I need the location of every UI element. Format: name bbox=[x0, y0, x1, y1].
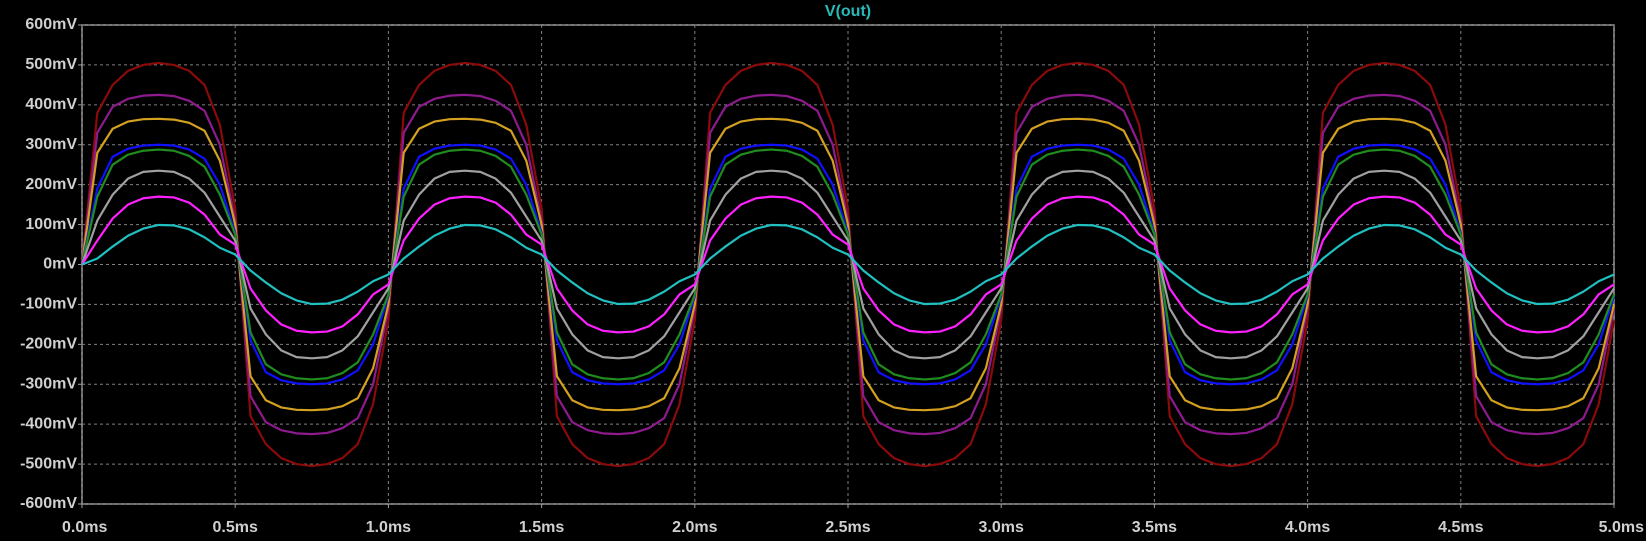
trace bbox=[80, 148, 1616, 381]
y-tick-label: 400mV bbox=[25, 96, 77, 113]
y-tick-label: -200mV bbox=[20, 336, 77, 353]
y-tick-label: 100mV bbox=[25, 216, 77, 233]
y-tick-label: -300mV bbox=[20, 375, 77, 392]
y-tick-label: -100mV bbox=[20, 296, 77, 313]
trace bbox=[81, 195, 1615, 334]
x-tick-label: 3.5ms bbox=[1132, 519, 1177, 536]
x-tick-label: 4.0ms bbox=[1285, 519, 1330, 536]
x-tick-label: 1.0ms bbox=[366, 519, 411, 536]
x-tick-label: 2.5ms bbox=[825, 519, 870, 536]
x-tick-label: 0.5ms bbox=[213, 519, 258, 536]
plot-title: V(out) bbox=[825, 3, 871, 20]
y-tick-label: -400mV bbox=[20, 415, 77, 432]
trace bbox=[80, 117, 1616, 412]
y-tick-label: 0mV bbox=[43, 256, 77, 273]
x-tick-label: 2.0ms bbox=[672, 519, 717, 536]
x-tick-label: 4.5ms bbox=[1438, 519, 1483, 536]
x-tick-label: 5.0ms bbox=[1599, 519, 1644, 536]
y-tick-label: 300mV bbox=[25, 136, 77, 153]
y-tick-label: 600mV bbox=[25, 16, 77, 33]
x-tick-label: 0.0ms bbox=[62, 519, 107, 536]
y-tick-label: -600mV bbox=[20, 495, 77, 512]
trace bbox=[80, 169, 1615, 360]
trace bbox=[81, 223, 1615, 306]
trace bbox=[80, 61, 1616, 468]
y-tick-label: 500mV bbox=[25, 56, 77, 73]
y-tick-label: -500mV bbox=[20, 455, 77, 472]
y-tick-label: 200mV bbox=[25, 176, 77, 193]
x-tick-label: 1.5ms bbox=[519, 519, 564, 536]
x-tick-label: 3.0ms bbox=[979, 519, 1024, 536]
